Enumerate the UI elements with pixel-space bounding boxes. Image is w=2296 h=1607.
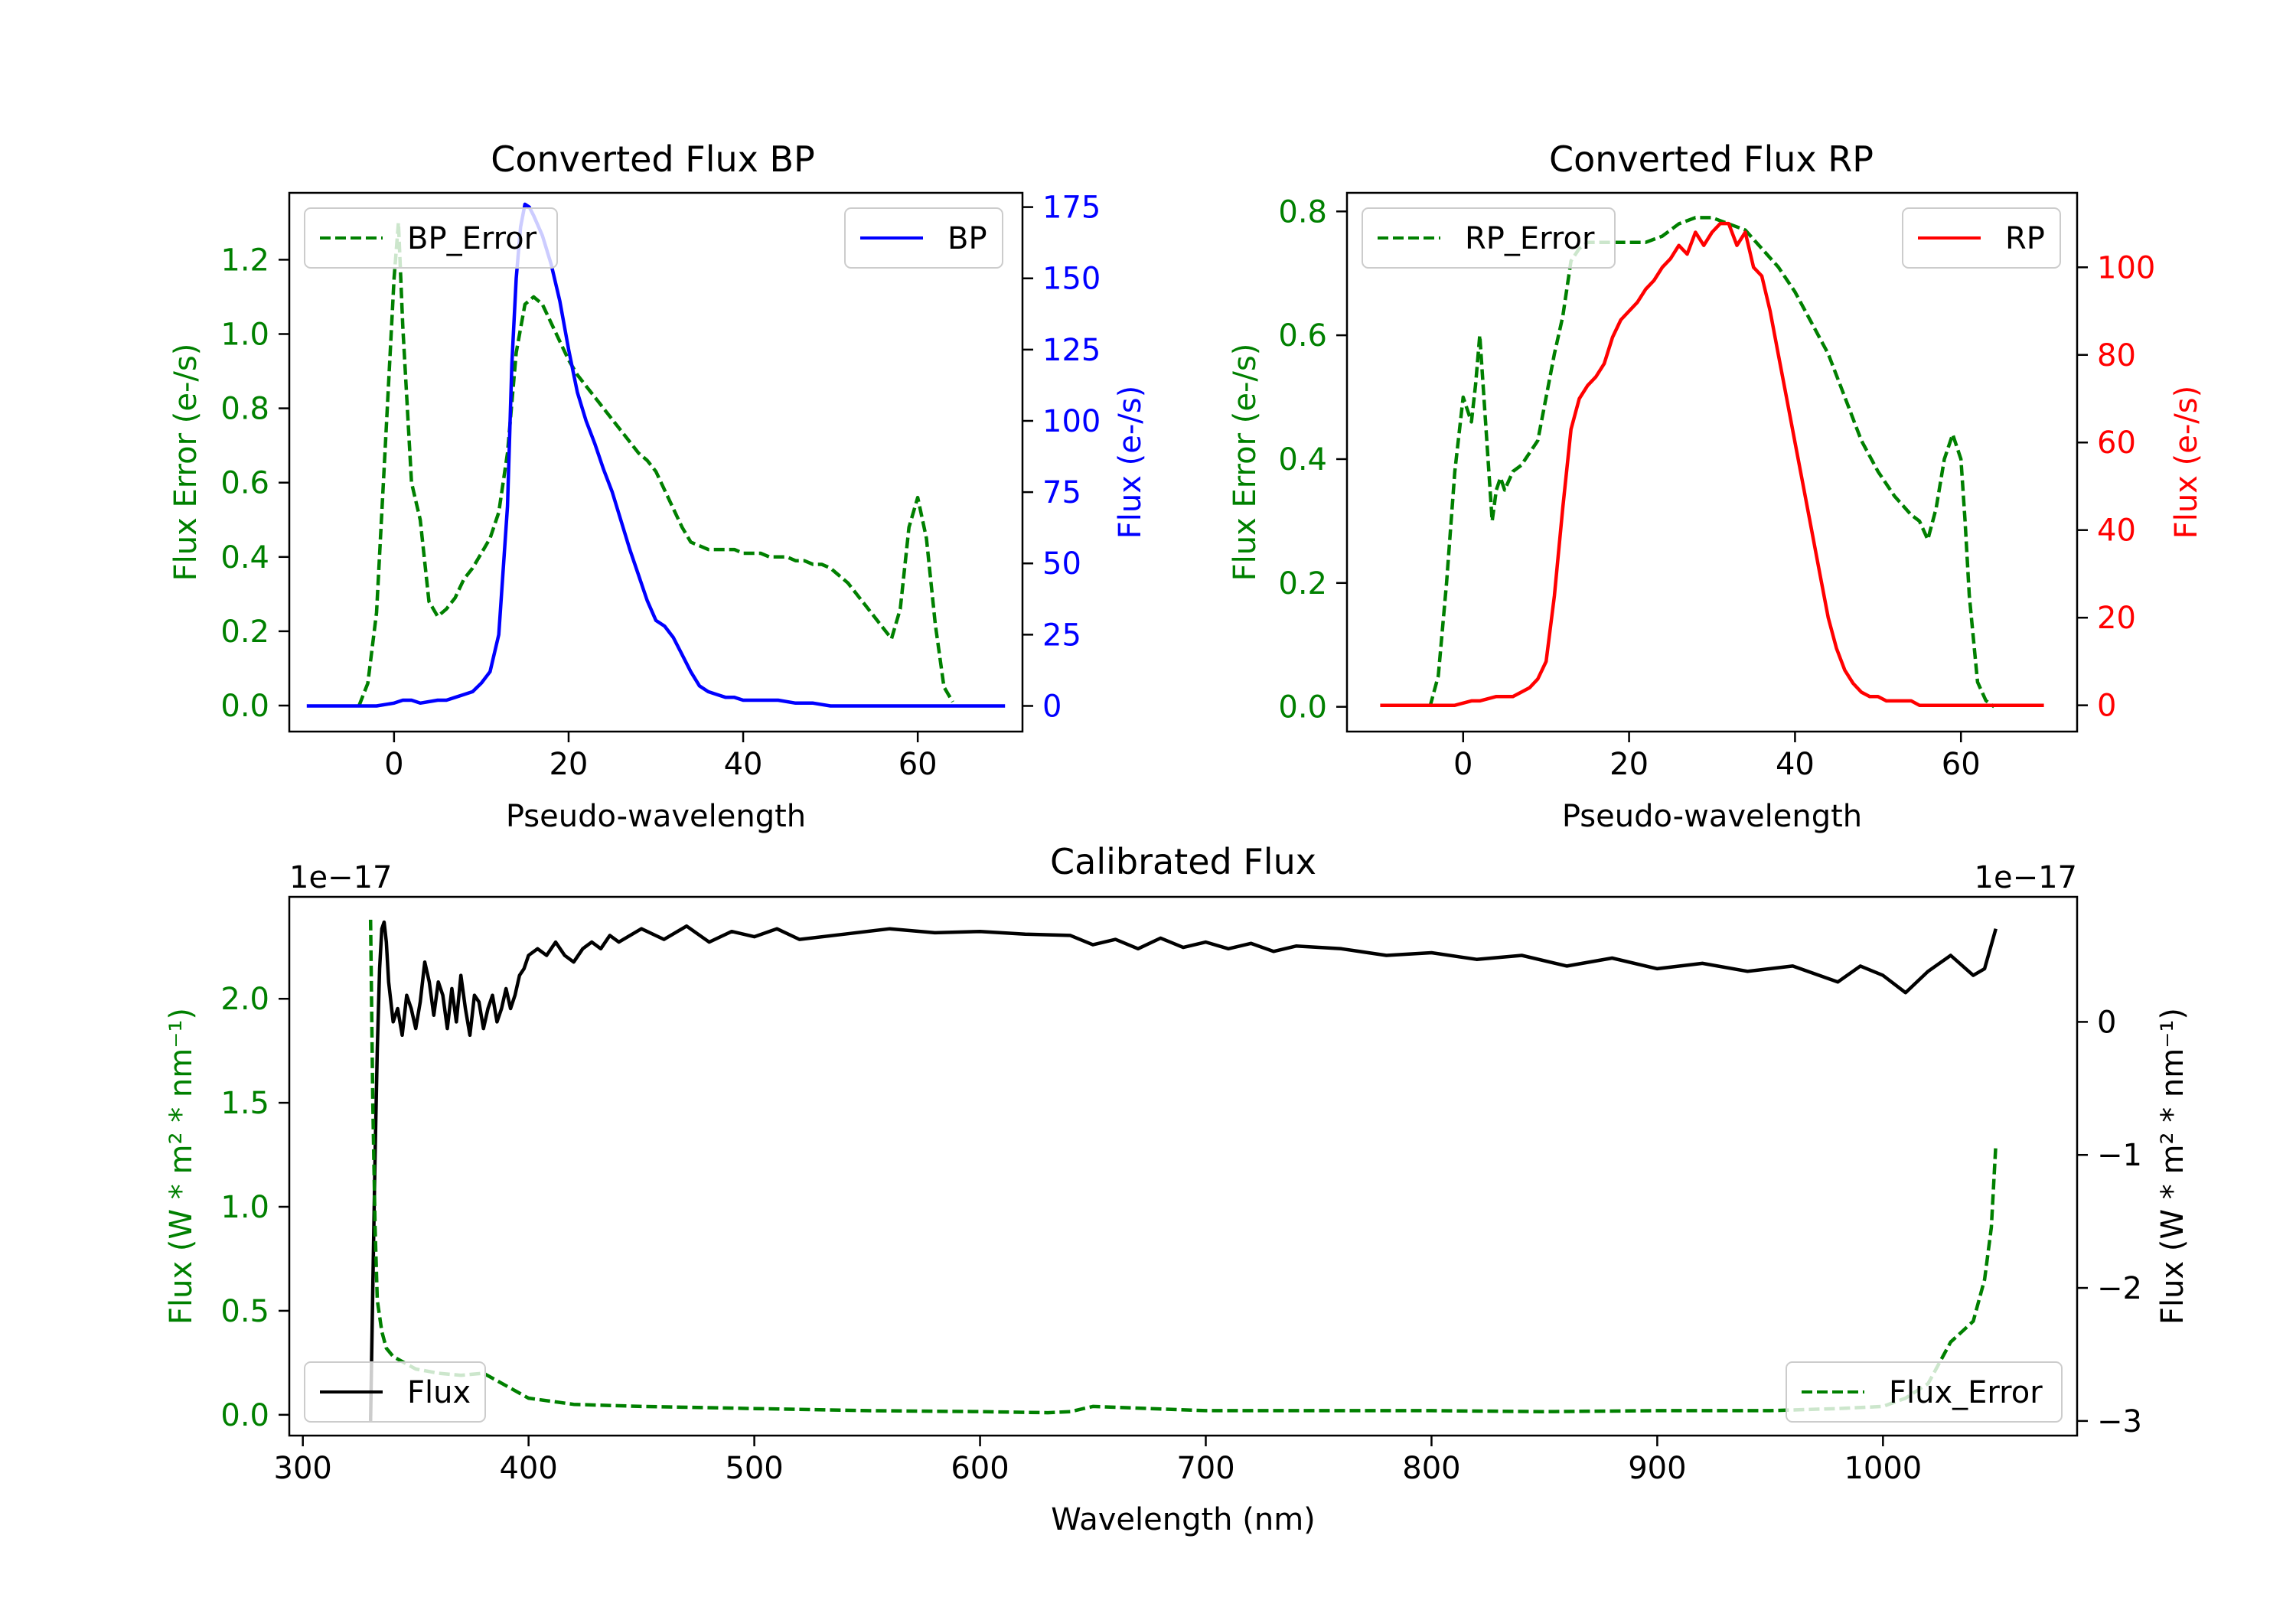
bp-x-tick-label: 20 [549, 747, 588, 782]
rp-left-y-tick-label: 0.6 [1278, 318, 1327, 354]
calibrated-left-y-tick-label: 0.0 [220, 1398, 269, 1433]
bp-left-y-axis-label: Flux Error (e-/s) [168, 344, 204, 582]
calibrated-left-y-axis-label: Flux (W * m² * nm⁻¹) [164, 1008, 199, 1325]
rp-right-y-axis-label: Flux (e-/s) [2169, 386, 2204, 539]
calibrated-x-tick-label: 300 [274, 1451, 332, 1486]
calibrated-x-tick-label: 400 [499, 1451, 557, 1486]
bp-legend-left: BP_Error [304, 207, 558, 269]
rp-chart-panel: Converted Flux RP 0 20 40 60 0.0 0.2 0.4 0.6 0.8… [1228, 139, 2204, 834]
bp-right-y-tick-label: 150 [1042, 262, 1101, 297]
rp-left-y-tick-label: 0.8 [1278, 194, 1327, 230]
rp-right-y-tick-label: 60 [2097, 425, 2136, 461]
rp-legend-flux-label: RP [2005, 221, 2045, 256]
calibrated-x-tick-label: 800 [1402, 1451, 1460, 1486]
calibrated-right-offset-label: 1e−17 [1975, 860, 2077, 895]
rp-series-rp-error [1428, 216, 1995, 709]
calibrated-legend-right: Flux_Error [1786, 1361, 2063, 1423]
bp-legend-flux-label: BP [947, 221, 987, 256]
bp-legend-left-box [304, 207, 558, 269]
calibrated-x-tick-label: 1000 [1844, 1451, 1922, 1486]
bp-x-tick-label: 40 [724, 747, 763, 782]
rp-legend-left-box [1362, 207, 1616, 269]
bp-legend-right-box [844, 207, 1003, 269]
bp-series-bp [306, 202, 1006, 708]
rp-left-y-tick-label: 0.0 [1278, 690, 1327, 725]
bp-right-y-tick-label: 25 [1042, 618, 1081, 653]
rp-plot-area: 0 20 40 60 0.0 0.2 0.4 0.6 0.8 0 20 40 60 80 100 [1278, 194, 2155, 782]
calibrated-right-y-tick-label: −3 [2097, 1404, 2142, 1439]
bp-right-y-tick-label: 0 [1042, 689, 1062, 724]
calibrated-right-y-axis-label: Flux (W * m² * nm⁻¹) [2155, 1008, 2190, 1325]
calibrated-chart-title: Calibrated Flux [1050, 841, 1316, 882]
calibrated-axes-frame [288, 895, 2079, 1437]
rp-axes-frame [1345, 191, 2079, 733]
calibrated-legend-error-label: Flux_Error [1889, 1375, 2043, 1410]
rp-legend-left: RP_Error [1362, 207, 1616, 269]
calibrated-left-y-tick-label: 0.5 [220, 1294, 269, 1329]
calibrated-series-flux [368, 920, 1998, 1421]
rp-right-y-tick-label: 40 [2097, 513, 2136, 549]
calibrated-legend-right-box [1786, 1361, 2063, 1423]
bp-x-tick-label: 60 [899, 747, 938, 782]
bp-left-y-tick-label: 0.0 [220, 689, 269, 724]
rp-x-axis-label: Pseudo-wavelength [1562, 799, 1862, 834]
rp-right-y-tick-label: 0 [2097, 689, 2116, 724]
rp-x-tick-label: 0 [1453, 747, 1473, 782]
rp-x-tick-label: 60 [1942, 747, 1981, 782]
bp-chart-panel: Converted Flux BP 0 20 40 60 0.0 0.2 0.4 0.6 0.8… [168, 139, 1148, 834]
calibrated-left-y-tick-label: 2.0 [220, 982, 269, 1017]
bp-plot-area: 0 20 40 60 0.0 0.2 0.4 0.6 0.8 1.0 1.2 0 25 50 75 100 12… [220, 191, 1101, 782]
rp-right-y-tick-label: 20 [2097, 601, 2136, 636]
calibrated-right-y-tick-label: 0 [2097, 1005, 2116, 1040]
calibrated-left-offset-label: 1e−17 [289, 860, 392, 895]
calibrated-left-y-tick-label: 1.0 [220, 1190, 269, 1225]
rp-left-y-tick-label: 0.4 [1278, 442, 1327, 478]
calibrated-legend-flux-label: Flux [407, 1375, 471, 1410]
rp-left-y-axis-label: Flux Error (e-/s) [1228, 344, 1263, 582]
bp-right-y-tick-label: 50 [1042, 546, 1081, 582]
bp-x-tick-label: 0 [384, 747, 403, 782]
rp-chart-title: Converted Flux RP [1549, 139, 1874, 180]
bp-chart-title: Converted Flux BP [491, 139, 815, 180]
calibrated-legend-left-box [304, 1361, 486, 1423]
bp-left-y-tick-label: 1.0 [220, 317, 269, 352]
rp-legend-error-label: RP_Error [1465, 221, 1595, 256]
rp-right-y-tick-label: 100 [2097, 250, 2155, 285]
calibrated-legend-left: Flux [304, 1361, 486, 1423]
rp-legend-right: RP [1902, 207, 2061, 269]
calibrated-x-tick-label: 700 [1176, 1451, 1234, 1486]
bp-axes-frame [288, 191, 1024, 733]
bp-right-y-tick-label: 125 [1042, 333, 1101, 368]
calibrated-right-y-tick-label: −1 [2097, 1138, 2142, 1173]
bp-x-axis-label: Pseudo-wavelength [506, 799, 806, 834]
calibrated-x-tick-label: 600 [951, 1451, 1009, 1486]
calibrated-chart-panel: Calibrated Flux 1e−17 1e−17 300 400 500 600… [164, 841, 2190, 1537]
rp-left-y-tick-label: 0.2 [1278, 566, 1327, 601]
bp-right-y-axis-label: Flux (e-/s) [1113, 386, 1148, 539]
bp-right-y-tick-label: 100 [1042, 404, 1101, 439]
bp-right-y-tick-label: 75 [1042, 475, 1081, 510]
bp-legend-error-label: BP_Error [407, 221, 537, 256]
bp-left-y-tick-label: 1.2 [220, 243, 269, 278]
bp-left-y-tick-label: 0.6 [220, 466, 269, 501]
rp-x-tick-label: 40 [1776, 747, 1815, 782]
bp-legend-right: BP [844, 207, 1003, 269]
calibrated-right-y-tick-label: −2 [2097, 1271, 2142, 1306]
bp-left-y-tick-label: 0.4 [220, 540, 269, 575]
bp-left-y-tick-label: 0.2 [220, 614, 269, 650]
bp-left-y-tick-label: 0.8 [220, 392, 269, 427]
rp-x-tick-label: 20 [1609, 747, 1649, 782]
bp-right-y-tick-label: 175 [1042, 191, 1101, 226]
rp-legend-right-box [1902, 207, 2061, 269]
calibrated-x-axis-label: Wavelength (nm) [1051, 1502, 1316, 1537]
rp-series-rp [1380, 221, 2044, 707]
rp-right-y-tick-label: 80 [2097, 338, 2136, 373]
calibrated-x-tick-label: 500 [725, 1451, 783, 1486]
calibrated-x-tick-label: 900 [1628, 1451, 1686, 1486]
calibrated-left-y-tick-label: 1.5 [220, 1086, 269, 1121]
